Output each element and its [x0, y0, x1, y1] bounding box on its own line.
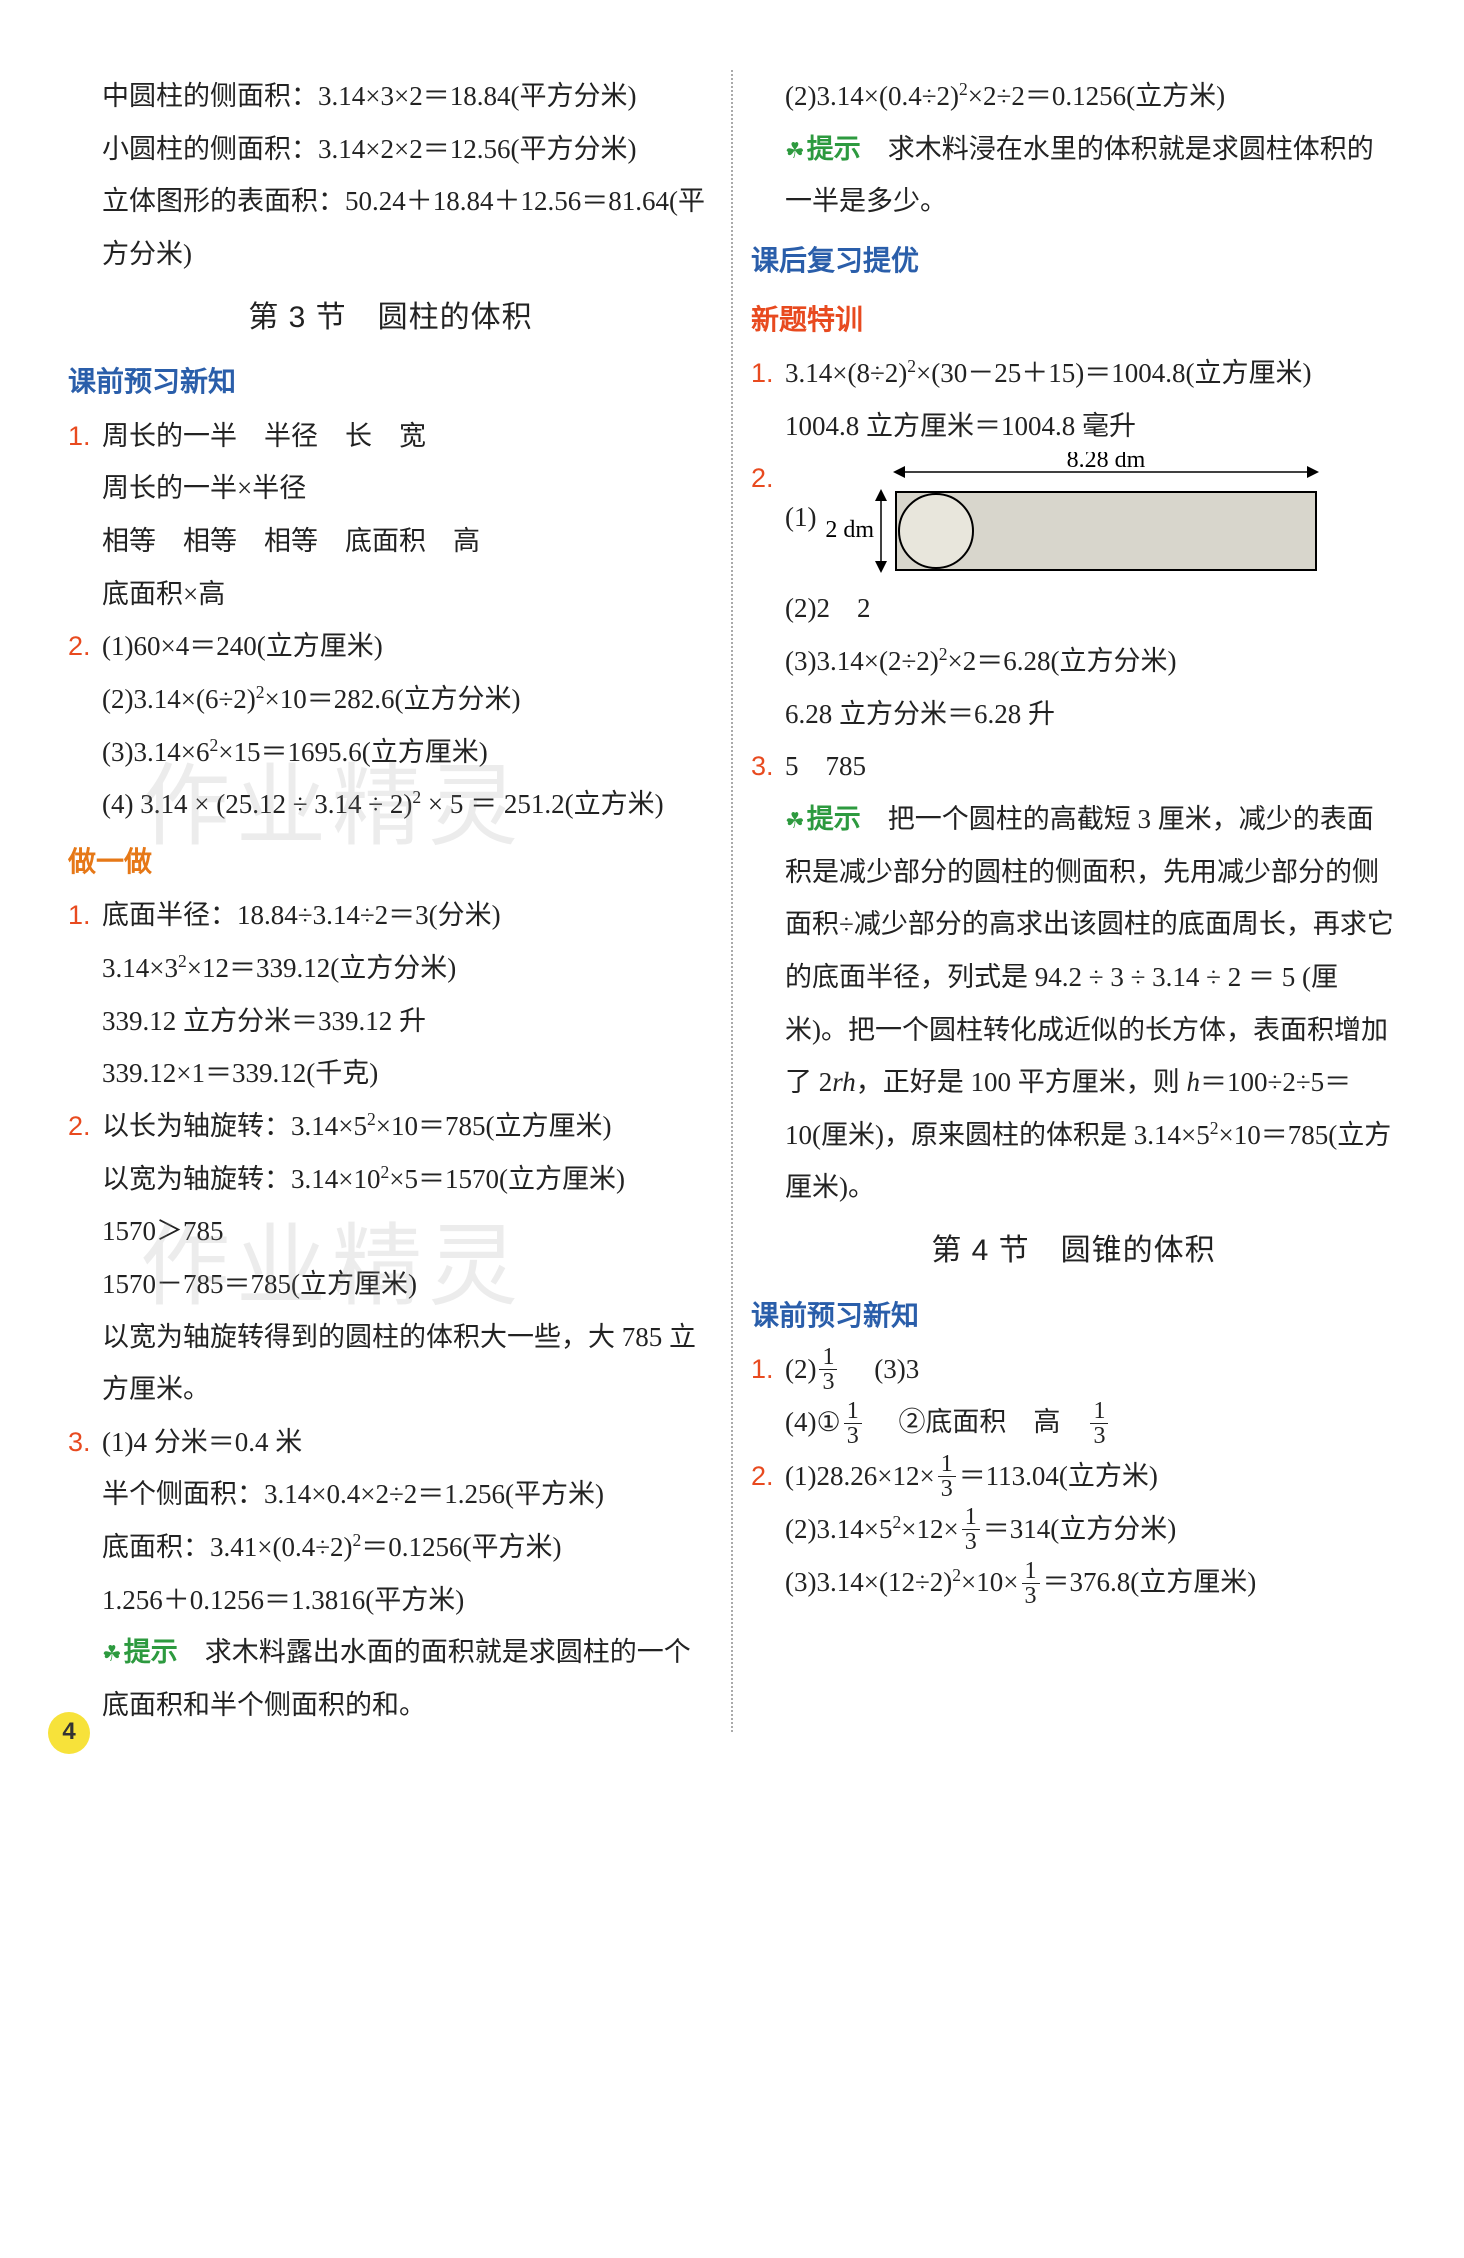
text-line: 1570＞785 — [102, 1205, 713, 1258]
text-line: 6.28 立方分米＝6.28 升 — [785, 688, 1396, 741]
text-line: 以长为轴旋转：3.14×52×10＝785(立方厘米) — [102, 1100, 713, 1153]
text-line: 底面积×高 — [102, 568, 713, 621]
item-3: 3. 5 785 ☘提示 把一个圆柱的高截短 3 厘米，减少的表面积是减少部分的… — [751, 740, 1396, 1214]
item-1: 1. (2)13 (3)3 (4)①13 ②底面积 高 13 — [751, 1343, 1396, 1450]
tip-label: 提示 — [124, 1637, 178, 1667]
text-line: (4) 3.14 × (25.12 ÷ 3.14 ÷ 2)2 × 5 ＝ 251… — [102, 778, 713, 831]
text-line: 以宽为轴旋转：3.14×102×5＝1570(立方厘米) — [102, 1153, 713, 1206]
item-number: 3. — [751, 740, 785, 1214]
section-4-title: 第 4 节 圆锥的体积 — [751, 1222, 1396, 1281]
item-number: 1. — [68, 889, 102, 1100]
cylinder-diagram: 8.28 dm 2 dm — [826, 452, 1326, 582]
text-line: (2)2 2 — [785, 582, 1396, 635]
heading-preview: 课前预习新知 — [68, 355, 713, 410]
item-body: 底面半径：18.84÷3.14÷2＝3(分米) 3.14×32×12＝339.1… — [102, 889, 713, 1100]
leaf-icon: ☘ — [785, 138, 805, 163]
item-1: 1. 底面半径：18.84÷3.14÷2＝3(分米) 3.14×32×12＝33… — [68, 889, 713, 1100]
section-3-title: 第 3 节 圆柱的体积 — [68, 289, 713, 348]
item-number: 2. — [68, 620, 102, 831]
tip-line: ☘提示 求木料露出水面的面积就是求圆柱的一个底面积和半个侧面积的和。 — [102, 1626, 713, 1731]
text-line: (2)3.14×(0.4÷2)2×2÷2＝0.1256(立方米) — [751, 70, 1396, 123]
item-number: 2. — [751, 452, 785, 740]
text-line: (1)60×4＝240(立方厘米) — [102, 620, 713, 673]
item-number: 1. — [751, 347, 785, 452]
text-line: (2)3.14×52×12×13＝314(立方分米) — [785, 1503, 1396, 1556]
page-number-badge: 4 — [48, 1712, 90, 1754]
item-number: 2. — [751, 1450, 785, 1610]
item-1: 1. 周长的一半 半径 长 宽 周长的一半×半径 相等 相等 相等 底面积 高 … — [68, 410, 713, 621]
item-2: 2. 以长为轴旋转：3.14×52×10＝785(立方厘米) 以宽为轴旋转：3.… — [68, 1100, 713, 1416]
text-line: (3)3.14×(12÷2)2×10×13＝376.8(立方厘米) — [785, 1556, 1396, 1609]
tip-text: 求木料露出水面的面积就是求圆柱的一个底面积和半个侧面积的和。 — [102, 1637, 691, 1720]
heading-review: 课后复习提优 — [751, 234, 1396, 289]
item-number: 1. — [751, 1343, 785, 1450]
text-line: 底面积：3.41×(0.4÷2)2＝0.1256(平方米) — [102, 1521, 713, 1574]
item-body: 3.14×(8÷2)2×(30－25＋15)＝1004.8(立方厘米) 1004… — [785, 347, 1396, 452]
text-line: (1) — [785, 491, 816, 544]
text-line: (4)①13 ②底面积 高 13 — [785, 1396, 1396, 1449]
leaf-icon: ☘ — [102, 1641, 122, 1666]
text-line: 1570－785＝785(立方厘米) — [102, 1258, 713, 1311]
text-line: (1)4 分米＝0.4 米 — [102, 1416, 713, 1469]
diagram-row: (1) 8.28 dm — [785, 452, 1396, 582]
item-body: (1)4 分米＝0.4 米 半个侧面积：3.14×0.4×2÷2＝1.256(平… — [102, 1416, 713, 1732]
height-label: 2 dm — [826, 517, 874, 543]
item-3: 3. (1)4 分米＝0.4 米 半个侧面积：3.14×0.4×2÷2＝1.25… — [68, 1416, 713, 1732]
text-line: 底面半径：18.84÷3.14÷2＝3(分米) — [102, 889, 713, 942]
tip-label: 提示 — [807, 804, 861, 834]
text-line: 1.256＋0.1256＝1.3816(平方米) — [102, 1574, 713, 1627]
right-column: (2)3.14×(0.4÷2)2×2÷2＝0.1256(立方米) ☘提示 求木料… — [733, 70, 1414, 1732]
text-line: 相等 相等 相等 底面积 高 — [102, 515, 713, 568]
item-number: 1. — [68, 410, 102, 621]
heading-new: 新题特训 — [751, 293, 1396, 348]
heading-preview: 课前预习新知 — [751, 1289, 1396, 1344]
text-line: 339.12×1＝339.12(千克) — [102, 1047, 713, 1100]
text-line: (2)3.14×(6÷2)2×10＝282.6(立方分米) — [102, 673, 713, 726]
leaf-icon: ☘ — [785, 808, 805, 833]
text-line: 周长的一半×半径 — [102, 462, 713, 515]
item-2: 2. (1)60×4＝240(立方厘米) (2)3.14×(6÷2)2×10＝2… — [68, 620, 713, 831]
tip-text: 把一个圆柱的高截短 3 厘米，减少的表面积是减少部分的圆柱的侧面积，先用减少部分… — [785, 804, 1394, 1097]
item-body: 以长为轴旋转：3.14×52×10＝785(立方厘米) 以宽为轴旋转：3.14×… — [102, 1100, 713, 1416]
left-column: 中圆柱的侧面积：3.14×3×2＝18.84(平方分米) 小圆柱的侧面积：3.1… — [50, 70, 733, 1732]
text-line: 小圆柱的侧面积：3.14×2×2＝12.56(平方分米) — [68, 123, 713, 176]
heading-do: 做一做 — [68, 835, 713, 890]
item-body: (1)28.26×12×13＝113.04(立方米) (2)3.14×52×12… — [785, 1450, 1396, 1610]
text-line: (3)3.14×(2÷2)2×2＝6.28(立方分米) — [785, 635, 1396, 688]
text-line: 周长的一半 半径 长 宽 — [102, 410, 713, 463]
text-line: 中圆柱的侧面积：3.14×3×2＝18.84(平方分米) — [68, 70, 713, 123]
item-2: 2. (1)28.26×12×13＝113.04(立方米) (2)3.14×52… — [751, 1450, 1396, 1610]
tip-line: ☘提示 求木料浸在水里的体积就是求圆柱体积的一半是多少。 — [751, 123, 1396, 228]
tip-label: 提示 — [807, 134, 861, 164]
tip-line: ☘提示 把一个圆柱的高截短 3 厘米，减少的表面积是减少部分的圆柱的侧面积，先用… — [785, 793, 1396, 1214]
item-body: (1)60×4＝240(立方厘米) (2)3.14×(6÷2)2×10＝282.… — [102, 620, 713, 831]
tip-text: 求木料浸在水里的体积就是求圆柱体积的一半是多少。 — [785, 134, 1374, 217]
text-line: 立体图形的表面积：50.24＋18.84＋12.56＝81.64(平方分米) — [68, 175, 713, 280]
text-line: 5 785 — [785, 740, 1396, 793]
text-line: 以宽为轴旋转得到的圆柱的体积大一些，大 785 立方厘米。 — [102, 1311, 713, 1416]
item-body: (2)13 (3)3 (4)①13 ②底面积 高 13 — [785, 1343, 1396, 1450]
page-columns: 中圆柱的侧面积：3.14×3×2＝18.84(平方分米) 小圆柱的侧面积：3.1… — [50, 70, 1414, 1732]
width-label: 8.28 dm — [1067, 452, 1146, 473]
text-line: (2)13 (3)3 — [785, 1343, 1396, 1396]
item-number: 2. — [68, 1100, 102, 1416]
text-line: 半个侧面积：3.14×0.4×2÷2＝1.256(平方米) — [102, 1468, 713, 1521]
item-number: 3. — [68, 1416, 102, 1732]
item-body: (1) 8.28 dm — [785, 452, 1396, 740]
text-line: 3.14×32×12＝339.12(立方分米) — [102, 942, 713, 995]
text-line: 339.12 立方分米＝339.12 升 — [102, 995, 713, 1048]
item-body: 周长的一半 半径 长 宽 周长的一半×半径 相等 相等 相等 底面积 高 底面积… — [102, 410, 713, 621]
text-line: (3)3.14×62×15＝1695.6(立方厘米) — [102, 726, 713, 779]
item-2: 2. (1) — [751, 452, 1396, 740]
item-1: 1. 3.14×(8÷2)2×(30－25＋15)＝1004.8(立方厘米) 1… — [751, 347, 1396, 452]
text-line: (1)28.26×12×13＝113.04(立方米) — [785, 1450, 1396, 1503]
text-line: 3.14×(8÷2)2×(30－25＋15)＝1004.8(立方厘米) — [785, 347, 1396, 400]
item-body: 5 785 ☘提示 把一个圆柱的高截短 3 厘米，减少的表面积是减少部分的圆柱的… — [785, 740, 1396, 1214]
text-line: 1004.8 立方厘米＝1004.8 毫升 — [785, 400, 1396, 453]
